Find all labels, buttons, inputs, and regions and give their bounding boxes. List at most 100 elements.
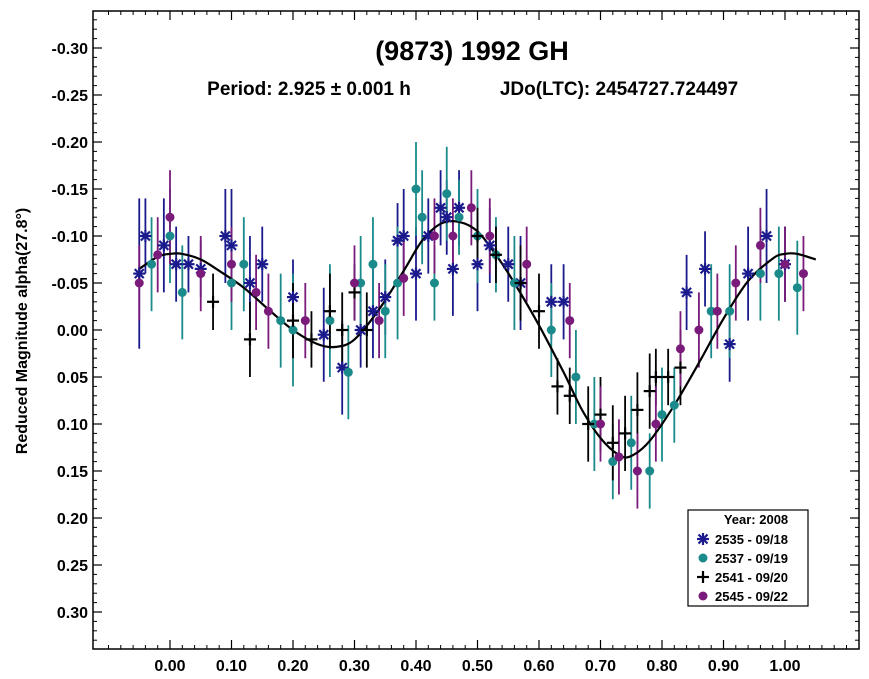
- data-point: [798, 269, 808, 279]
- data-point: [356, 278, 366, 288]
- x-tick-label: 0.20: [277, 658, 308, 675]
- data-point: [300, 316, 310, 326]
- data-point: [533, 305, 545, 318]
- axis-ticks: [93, 11, 859, 649]
- data-point: [243, 277, 256, 289]
- legend: Year: 2008 2535 - 09/18 2537 - 09/19 254…: [687, 509, 809, 607]
- data-point: [608, 457, 618, 467]
- asterisk-stroke: [226, 240, 237, 251]
- asterisk-stroke: [318, 329, 330, 340]
- data-point: [489, 248, 502, 261]
- data-point: [243, 333, 256, 346]
- data-point: [317, 328, 330, 341]
- data-point: [760, 230, 773, 242]
- y-tick-label: -0.05: [52, 276, 89, 293]
- y-tick-label: -0.20: [52, 135, 89, 152]
- data-point: [680, 286, 693, 299]
- data-point: [594, 408, 607, 421]
- asterisk-stroke: [724, 338, 735, 350]
- data-point: [657, 410, 667, 420]
- data-point: [256, 258, 269, 271]
- data-point: [699, 262, 712, 275]
- data-point: [755, 269, 765, 279]
- data-point: [417, 212, 427, 222]
- x-tick-label: 0.70: [585, 658, 616, 675]
- data-point: [399, 273, 409, 283]
- legend-marker: [698, 591, 708, 601]
- data-point: [446, 262, 459, 275]
- data-point: [429, 231, 439, 241]
- data-point: [343, 367, 353, 377]
- data-point: [366, 305, 379, 318]
- asterisk-stroke: [558, 296, 569, 308]
- asterisk-stroke: [410, 268, 422, 279]
- asterisk-stroke: [367, 305, 379, 317]
- data-point: [227, 259, 236, 269]
- asterisk-stroke: [158, 240, 170, 251]
- x-tick-label: 0.40: [400, 658, 431, 675]
- data-point: [565, 316, 575, 326]
- data-point: [454, 212, 464, 222]
- x-tick-label: 0.90: [708, 658, 739, 675]
- data-point: [626, 438, 636, 448]
- data-point: [551, 380, 564, 393]
- data-markers: [133, 184, 808, 476]
- data-point: [596, 419, 605, 429]
- data-point: [731, 278, 741, 288]
- asterisk-stroke: [183, 258, 194, 270]
- legend-marker: [697, 571, 709, 583]
- y-tick-label: -0.15: [52, 182, 89, 199]
- legend-marker: [698, 553, 708, 563]
- asterisk-stroke: [761, 230, 772, 242]
- data-point: [153, 250, 163, 260]
- data-point: [755, 240, 765, 250]
- data-point: [397, 230, 410, 242]
- data-point: [379, 291, 392, 304]
- data-point: [514, 277, 527, 289]
- data-point: [207, 295, 220, 308]
- asterisk-stroke: [453, 202, 465, 214]
- data-point: [263, 306, 273, 316]
- data-point: [380, 306, 390, 316]
- data-point: [305, 333, 318, 346]
- data-point: [563, 389, 576, 402]
- y-axis-label: Reduced Magnitude alpha(27.8°): [14, 208, 31, 454]
- data-point: [323, 305, 336, 318]
- data-point: [485, 231, 495, 241]
- asterisk-stroke: [140, 230, 151, 242]
- data-point: [606, 436, 619, 449]
- asterisk-stroke: [287, 291, 299, 303]
- data-point: [288, 325, 298, 335]
- asterisk-stroke: [170, 258, 182, 270]
- legend-markers: [697, 533, 709, 601]
- y-tick-label: 0.25: [57, 558, 88, 575]
- x-tick-label: 0.50: [462, 658, 493, 675]
- data-point: [434, 201, 447, 214]
- legend-box: [687, 509, 809, 607]
- data-point: [442, 189, 452, 199]
- data-point: [545, 295, 558, 308]
- data-point: [502, 258, 515, 271]
- data-point: [139, 230, 152, 242]
- data-point: [694, 325, 704, 335]
- data-point: [675, 344, 685, 354]
- data-point: [350, 278, 359, 288]
- data-point: [509, 278, 519, 288]
- data-point: [165, 231, 175, 241]
- epoch-label: JDo(LTC): 2454727.724497: [500, 79, 738, 100]
- asterisk-stroke: [447, 263, 459, 275]
- data-point: [662, 371, 675, 383]
- data-point: [780, 259, 790, 269]
- asterisk-stroke: [336, 362, 348, 373]
- data-point: [287, 314, 299, 327]
- data-point: [440, 211, 453, 224]
- y-tick-label: 0.00: [57, 323, 88, 340]
- x-tick-label: 0.30: [339, 658, 370, 675]
- data-point: [219, 230, 232, 242]
- data-point: [582, 418, 595, 430]
- y-tick-labels: -0.30 -0.25 -0.20 -0.15 -0.10 -0.05 0.00 0.05 0.…: [52, 41, 89, 622]
- data-point: [706, 306, 716, 316]
- x-tick-labels: 0.00 0.10 0.20 0.30 0.40 0.50 0.60 0.70 0.80 0.90…: [154, 658, 800, 675]
- data-point: [325, 316, 335, 326]
